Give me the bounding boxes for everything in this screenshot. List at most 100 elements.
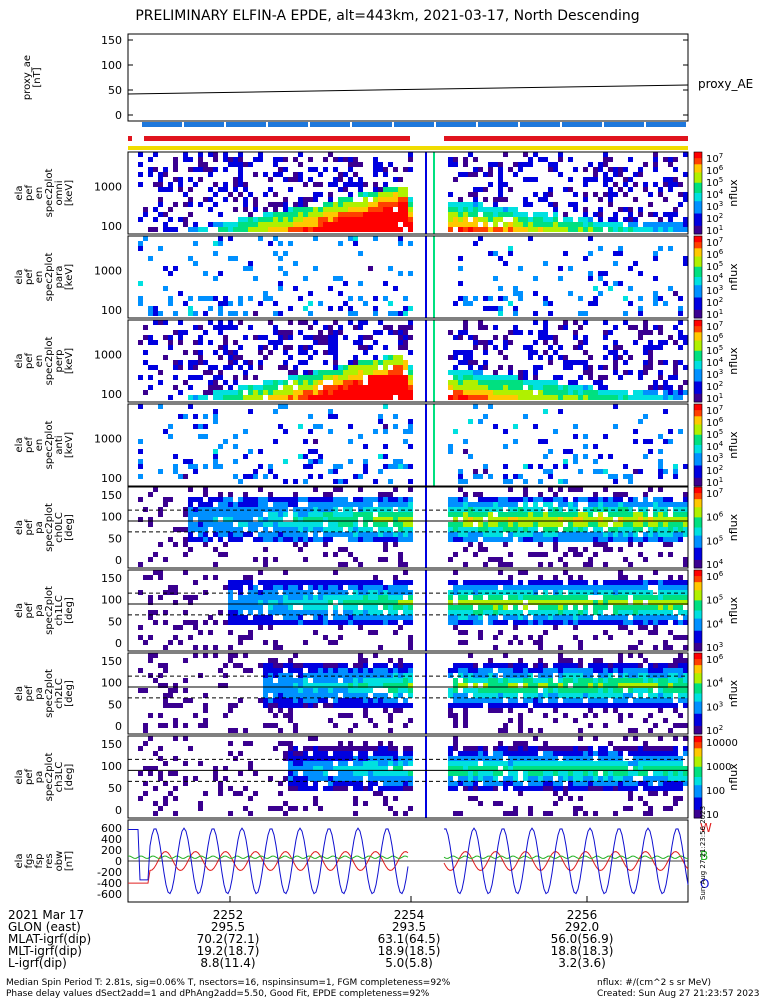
spectrogram-pixel [323, 227, 328, 232]
spectrogram-pixel [358, 380, 363, 385]
spectrogram-pixel [583, 212, 588, 217]
spectrogram-pixel [353, 580, 358, 585]
spectrogram-pixel [353, 600, 358, 605]
spectrogram-pixel [463, 605, 468, 610]
spectrogram-pixel [373, 698, 378, 703]
colorbar-segment [694, 648, 702, 652]
spectrogram-pixel [358, 610, 363, 615]
spectrogram-pixel [213, 365, 218, 370]
spectrogram-pixel [463, 375, 468, 380]
spectrogram-pixel [308, 497, 313, 502]
spectrogram-pixel [513, 162, 518, 167]
spectrogram-pixel [653, 385, 658, 390]
spectrogram-pixel [458, 296, 463, 301]
spectrogram-pixel [623, 207, 628, 212]
spectrogram-pixel [448, 532, 453, 537]
spectrogram-pixel [358, 502, 363, 507]
spectrogram-pixel [393, 708, 398, 713]
spectrogram-pixel [613, 708, 618, 713]
spectrogram-pixel [328, 580, 333, 585]
spectrogram-pixel [668, 395, 673, 400]
spectrogram-pixel [453, 350, 458, 355]
spectrogram-pixel [393, 375, 398, 380]
spectrogram-pixel [458, 663, 463, 668]
spectrogram-pixel [553, 605, 558, 610]
spectrogram-pixel [503, 653, 508, 658]
spectrogram-pixel [323, 502, 328, 507]
spectrogram-pixel [493, 557, 498, 562]
spectrogram-pixel [563, 479, 568, 484]
y-axis-label: [keV] [64, 348, 75, 374]
spectrogram-pixel [348, 728, 353, 733]
spectrogram-pixel [358, 434, 363, 439]
spectrogram-pixel [543, 673, 548, 678]
spectrogram-pixel [643, 507, 648, 512]
spectrogram-pixel [678, 527, 683, 532]
spectrogram-pixel [623, 595, 628, 600]
spectrogram-pixel [333, 212, 338, 217]
spectrogram-pixel [328, 192, 333, 197]
spectrogram-pixel [483, 469, 488, 474]
y-axis-label: ela [14, 185, 25, 200]
spectrogram-pixel [573, 527, 578, 532]
spectrogram-pixel [473, 340, 478, 345]
spectrogram-pixel [638, 207, 643, 212]
spectrogram-pixel [383, 595, 388, 600]
spectrogram-pixel [613, 395, 618, 400]
spectrogram-pixel [313, 512, 318, 517]
spectrogram-pixel [288, 585, 293, 590]
spectrogram-pixel [308, 663, 313, 668]
spectrogram-pixel [238, 320, 243, 325]
spectrogram-pixel [243, 182, 248, 187]
spectrogram-pixel [233, 502, 238, 507]
spectrogram-pixel [388, 532, 393, 537]
spectrogram-pixel [603, 580, 608, 585]
spectrogram-pixel [468, 688, 473, 693]
spectrogram-pixel [388, 673, 393, 678]
spectrogram-pixel [563, 459, 568, 464]
spectrogram-pixel [583, 360, 588, 365]
spectrogram-pixel [328, 673, 333, 678]
spectrogram-pixel [338, 532, 343, 537]
spectrogram-pixel [243, 600, 248, 605]
spectrogram-pixel [238, 345, 243, 350]
spectrogram-pixel [358, 693, 363, 698]
spectrogram-pixel [643, 345, 648, 350]
spectrogram-pixel [463, 492, 468, 497]
spectrogram-pixel [313, 580, 318, 585]
spectrogram-pixel [248, 390, 253, 395]
spectrogram-pixel [168, 296, 173, 301]
spectrogram-pixel [398, 380, 403, 385]
spectrogram-pixel [658, 192, 663, 197]
spectrogram-pixel [383, 172, 388, 177]
spectrogram-pixel [198, 350, 203, 355]
spectrogram-pixel [553, 167, 558, 172]
spectrogram-pixel [603, 663, 608, 668]
gap-marker [433, 404, 435, 486]
spectrogram-pixel [268, 658, 273, 663]
spectrogram-pixel [403, 380, 408, 385]
spectrogram-pixel [298, 698, 303, 703]
spectrogram-pixel [323, 663, 328, 668]
spectrogram-pixel [143, 212, 148, 217]
spectrogram-pixel [568, 610, 573, 615]
spectrogram-pixel [268, 585, 273, 590]
spectrogram-pixel [593, 713, 598, 718]
spectrogram-pixel [398, 497, 403, 502]
spectrogram-pixel [498, 207, 503, 212]
spectrogram-pixel [463, 673, 468, 678]
spectrogram-pixel [248, 395, 253, 400]
spectrogram-pixel [368, 668, 373, 673]
spectrogram-pixel [288, 187, 293, 192]
spectrogram-pixel [323, 580, 328, 585]
spectrogram-pixel [448, 590, 453, 595]
spectrogram-pixel [408, 688, 413, 693]
spectrogram-pixel [168, 640, 173, 645]
spectrogram-pixel [313, 380, 318, 385]
spectrogram-pixel [283, 502, 288, 507]
spectrogram-pixel [318, 585, 323, 590]
spectrogram-pixel [138, 497, 143, 502]
spectrogram-pixel [648, 620, 653, 625]
spectrogram-pixel [213, 385, 218, 390]
spectrogram-pixel [268, 590, 273, 595]
